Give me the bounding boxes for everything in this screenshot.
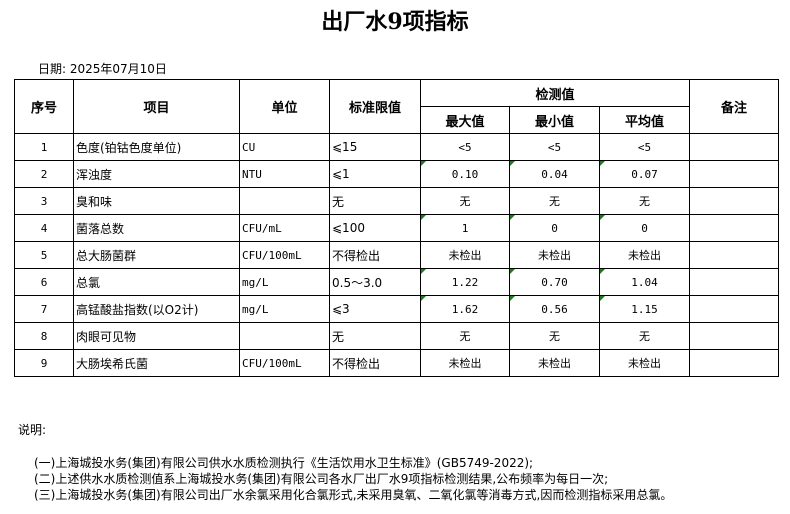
header-avg: 平均值 [599, 106, 690, 134]
table-row: 7 高锰酸盐指数(以O2计) mg/L ⩽3 1.62 0.56 1.15 [14, 295, 779, 323]
water-quality-table: 序号 项目 单位 标准限值 检测值 备注 最大值 最小值 平均值 1 色度(铂钴色… [14, 79, 779, 377]
cell-limit: ⩽3 [329, 295, 421, 323]
cell-unit: NTU [239, 160, 330, 188]
header-index: 序号 [14, 79, 74, 134]
cell-index: 6 [14, 268, 74, 296]
cell-min: 未检出 [509, 241, 600, 269]
notes-label: 说明: [18, 423, 47, 437]
table-row: 5 总大肠菌群 CFU/100mL 不得检出 未检出 未检出 未检出 [14, 241, 779, 269]
cell-index: 7 [14, 295, 74, 323]
cell-min: 无 [509, 322, 600, 350]
cell-limit: 0.5～3.0 [329, 268, 421, 296]
cell-index: 3 [14, 187, 74, 215]
cell-avg: 0.07 [599, 160, 690, 188]
cell-index: 5 [14, 241, 74, 269]
cell-avg: 未检出 [599, 241, 690, 269]
cell-item: 总大肠菌群 [73, 241, 240, 269]
cell-max: 未检出 [420, 241, 510, 269]
table-row: 4 菌落总数 CFU/mL ⩽100 1 0 0 [14, 214, 779, 242]
cell-avg: 1.04 [599, 268, 690, 296]
note-line: (三)上海城投水务(集团)有限公司出厂水余氯采用化合氯形式,未采用臭氧、二氧化氯… [34, 488, 673, 502]
cell-max: 1.62 [420, 295, 510, 323]
cell-index: 2 [14, 160, 74, 188]
cell-max: 0.10 [420, 160, 510, 188]
cell-min: 未检出 [509, 349, 600, 377]
table-row: 2 浑浊度 NTU ⩽1 0.10 0.04 0.07 [14, 160, 779, 188]
cell-index: 9 [14, 349, 74, 377]
cell-limit: 无 [329, 322, 421, 350]
cell-limit: ⩽1 [329, 160, 421, 188]
cell-remark [689, 241, 779, 269]
cell-max: 1 [420, 214, 510, 242]
cell-item: 浑浊度 [73, 160, 240, 188]
cell-remark [689, 268, 779, 296]
cell-limit: ⩽100 [329, 214, 421, 242]
cell-unit [239, 322, 330, 350]
cell-index: 4 [14, 214, 74, 242]
header-item: 项目 [73, 79, 240, 134]
page-title: 出厂水9项指标 [321, 9, 469, 35]
cell-min: 0.04 [509, 160, 600, 188]
header-measured: 检测值 [420, 79, 690, 107]
cell-max: 1.22 [420, 268, 510, 296]
cell-unit: mg/L [239, 295, 330, 323]
cell-remark [689, 187, 779, 215]
cell-avg: 无 [599, 322, 690, 350]
table-row: 9 大肠埃希氏菌 CFU/100mL 不得检出 未检出 未检出 未检出 [14, 349, 779, 377]
table-row: 3 臭和味无无无无 [14, 187, 779, 215]
cell-remark [689, 322, 779, 350]
cell-item: 大肠埃希氏菌 [73, 349, 240, 377]
report-date: 日期: 2025年07月10日 [38, 62, 167, 76]
cell-unit: mg/L [239, 268, 330, 296]
cell-avg: <5 [599, 133, 690, 161]
cell-max: 无 [420, 187, 510, 215]
cell-remark [689, 160, 779, 188]
cell-unit: CFU/100mL [239, 241, 330, 269]
table-row: 1 色度(铂钴色度单位) CU ⩽15 <5 <5 <5 [14, 133, 779, 161]
cell-min: 0 [509, 214, 600, 242]
cell-item: 总氯 [73, 268, 240, 296]
cell-unit: CU [239, 133, 330, 161]
cell-min: <5 [509, 133, 600, 161]
cell-max: 未检出 [420, 349, 510, 377]
cell-item: 肉眼可见物 [73, 322, 240, 350]
cell-index: 1 [14, 133, 74, 161]
header-max: 最大值 [420, 106, 510, 134]
cell-item: 臭和味 [73, 187, 240, 215]
cell-limit: 无 [329, 187, 421, 215]
cell-index: 8 [14, 322, 74, 350]
cell-unit: CFU/mL [239, 214, 330, 242]
cell-remark [689, 295, 779, 323]
cell-avg: 无 [599, 187, 690, 215]
cell-min: 0.70 [509, 268, 600, 296]
header-remark: 备注 [689, 79, 779, 134]
cell-limit: ⩽15 [329, 133, 421, 161]
cell-item: 色度(铂钴色度单位) [73, 133, 240, 161]
cell-item: 菌落总数 [73, 214, 240, 242]
cell-avg: 1.15 [599, 295, 690, 323]
cell-unit [239, 187, 330, 215]
cell-limit: 不得检出 [329, 241, 421, 269]
cell-max: <5 [420, 133, 510, 161]
cell-avg: 0 [599, 214, 690, 242]
cell-remark [689, 214, 779, 242]
cell-remark [689, 349, 779, 377]
table-row: 6 总氯 mg/L 0.5～3.0 1.22 0.70 1.04 [14, 268, 779, 296]
table-row: 8 肉眼可见物无无无无 [14, 322, 779, 350]
header-min: 最小值 [509, 106, 600, 134]
cell-remark [689, 133, 779, 161]
cell-unit: CFU/100mL [239, 349, 330, 377]
note-line: (一)上海城投水务(集团)有限公司供水水质检测执行《生活饮用水卫生标准》(GB5… [34, 456, 534, 470]
header-limit: 标准限值 [329, 79, 421, 134]
cell-min: 无 [509, 187, 600, 215]
cell-limit: 不得检出 [329, 349, 421, 377]
cell-avg: 未检出 [599, 349, 690, 377]
note-line: (二)上述供水水质检测值系上海城投水务(集团)有限公司各水厂出厂水9项指标检测结… [34, 472, 609, 486]
cell-min: 0.56 [509, 295, 600, 323]
cell-item: 高锰酸盐指数(以O2计) [73, 295, 240, 323]
header-unit: 单位 [239, 79, 330, 134]
cell-max: 无 [420, 322, 510, 350]
